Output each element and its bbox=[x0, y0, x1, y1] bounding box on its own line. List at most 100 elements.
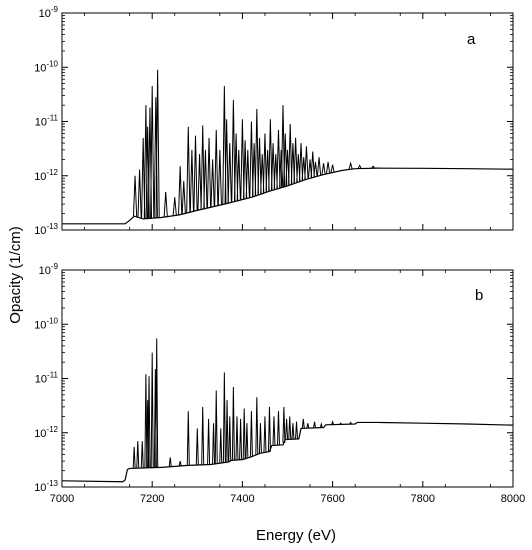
opacity-continuum bbox=[62, 167, 514, 225]
absorption-line bbox=[263, 416, 267, 453]
absorption-line bbox=[193, 135, 198, 211]
absorption-line bbox=[272, 416, 276, 446]
absorption-line bbox=[319, 422, 323, 428]
absorption-line bbox=[178, 166, 183, 215]
absorption-line bbox=[225, 400, 229, 463]
absorption-line bbox=[144, 374, 148, 468]
absorption-line bbox=[181, 180, 186, 214]
absorption-line bbox=[163, 192, 168, 217]
absorption-line bbox=[268, 119, 273, 191]
absorption-line bbox=[357, 164, 362, 169]
absorption-line bbox=[132, 175, 138, 217]
absorption-line bbox=[207, 418, 211, 465]
absorption-line bbox=[295, 421, 299, 440]
absorption-line bbox=[227, 143, 232, 203]
absorption-line bbox=[262, 133, 268, 193]
absorption-line bbox=[195, 428, 199, 466]
absorption-line bbox=[291, 423, 295, 440]
absorption-line bbox=[255, 397, 259, 455]
y-axis-title: Opacity (1/cm) bbox=[7, 226, 24, 324]
absorption-line bbox=[306, 423, 310, 429]
absorption-line bbox=[371, 165, 376, 169]
absorption-line bbox=[298, 143, 304, 182]
absorption-line bbox=[276, 411, 280, 446]
absorption-line bbox=[254, 108, 259, 196]
absorption-line bbox=[200, 125, 205, 210]
y-tick-label: 10-10 bbox=[34, 59, 58, 74]
opacity-continuum bbox=[61, 421, 514, 483]
absorption-line bbox=[245, 423, 249, 459]
absorption-line bbox=[330, 164, 335, 173]
absorption-line bbox=[242, 408, 246, 460]
absorption-line bbox=[212, 423, 216, 465]
absorption-line bbox=[186, 126, 191, 213]
x-axis-title: Energy (eV) bbox=[256, 527, 336, 544]
absorption-line bbox=[243, 140, 248, 199]
x-tick-label: 7800 bbox=[411, 493, 435, 505]
absorption-line bbox=[222, 372, 226, 463]
absorption-line bbox=[240, 119, 245, 200]
x-tick-label: 8000 bbox=[501, 493, 525, 505]
absorption-line bbox=[186, 411, 190, 466]
x-tick-label: 7600 bbox=[320, 493, 344, 505]
absorption-line bbox=[313, 161, 318, 177]
x-tick-label: 7400 bbox=[230, 493, 254, 505]
absorption-line bbox=[288, 416, 292, 440]
absorption-line bbox=[249, 121, 254, 198]
absorption-line bbox=[231, 99, 236, 202]
absorption-line bbox=[233, 133, 239, 202]
absorption-line bbox=[339, 422, 343, 425]
absorption-line bbox=[270, 143, 276, 191]
absorption-line bbox=[172, 197, 177, 216]
y-tick-label: 10-13 bbox=[34, 479, 58, 494]
absorption-line bbox=[239, 418, 243, 460]
absorption-line bbox=[206, 137, 212, 208]
plot-frame bbox=[61, 269, 514, 488]
absorption-line bbox=[349, 421, 353, 425]
absorption-line bbox=[267, 406, 271, 452]
absorption-line bbox=[316, 157, 322, 176]
absorption-line bbox=[228, 416, 232, 462]
absorption-line bbox=[293, 137, 298, 184]
absorption-line bbox=[325, 161, 331, 174]
absorption-line bbox=[235, 416, 239, 460]
absorption-line bbox=[136, 441, 140, 469]
panel-label: a bbox=[467, 31, 476, 48]
x-tick-label: 7000 bbox=[50, 493, 74, 505]
absorption-line bbox=[331, 420, 335, 425]
y-tick-label: 10-12 bbox=[34, 425, 58, 440]
absorption-line bbox=[197, 154, 202, 210]
absorption-line bbox=[214, 129, 219, 207]
absorption-line bbox=[276, 129, 281, 189]
plot-frame bbox=[61, 12, 514, 231]
panel-label: b bbox=[475, 287, 483, 304]
y-tick-label: 10-11 bbox=[35, 114, 59, 129]
absorption-line bbox=[155, 69, 160, 218]
absorption-line bbox=[210, 159, 215, 207]
absorption-line bbox=[132, 446, 136, 469]
absorption-line bbox=[258, 423, 262, 454]
y-tick-label: 10-9 bbox=[39, 5, 59, 20]
y-tick-label: 10-9 bbox=[39, 262, 59, 277]
absorption-line bbox=[147, 376, 151, 468]
absorption-line bbox=[201, 406, 205, 465]
absorption-line bbox=[249, 411, 253, 457]
absorption-line bbox=[285, 418, 289, 440]
absorption-line bbox=[279, 149, 284, 188]
absorption-line bbox=[282, 406, 286, 443]
absorption-line bbox=[217, 149, 222, 206]
absorption-line bbox=[150, 86, 155, 219]
absorption-line bbox=[348, 161, 353, 170]
absorption-line bbox=[321, 163, 326, 175]
panel-a: 10-13 10-12 10-11 10-10 10-9 a bbox=[34, 5, 514, 237]
absorption-line bbox=[203, 149, 208, 209]
absorption-line bbox=[304, 146, 309, 180]
y-tick-label: 10-11 bbox=[35, 371, 59, 386]
absorption-line bbox=[155, 338, 159, 468]
absorption-line bbox=[189, 149, 194, 212]
absorption-line bbox=[236, 149, 241, 201]
absorption-line bbox=[288, 123, 293, 185]
absorption-line bbox=[150, 352, 154, 468]
absorption-line bbox=[140, 441, 144, 469]
